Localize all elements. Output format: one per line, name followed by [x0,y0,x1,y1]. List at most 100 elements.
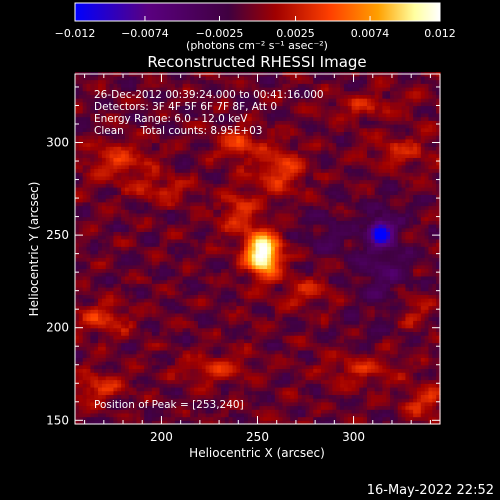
heatmap-cell [286,279,291,284]
heatmap-cell [263,405,268,410]
heatmap-cell [436,342,441,347]
heatmap-cell [355,368,360,373]
heatmap-cell [224,372,230,377]
heatmap-cell [159,309,164,314]
heatmap-cell [178,375,184,381]
heatmap-cell [186,383,191,388]
heatmap-cell [290,375,295,381]
heatmap-cell [182,394,188,399]
heatmap-cell [367,349,372,355]
heatmap-cell [117,279,122,284]
heatmap-cell [301,346,307,351]
heatmap-cell [163,249,168,255]
heatmap-cell [436,335,441,340]
heatmap-cell [86,409,91,414]
heatmap-cell [305,286,310,292]
heatmap-cell [213,405,218,410]
heatmap-cell [305,398,310,403]
heatmap-cell [432,420,437,425]
heatmap-cell [347,361,353,366]
heatmap-cell [382,257,387,262]
heatmap-cell [121,272,126,277]
heatmap-cell [320,401,326,407]
heatmap-cell [390,231,395,236]
heatmap-cell [182,401,188,407]
heatmap-cell [405,342,410,347]
heatmap-cell [144,405,149,410]
heatmap-cell [124,416,130,421]
heatmap-cell [105,420,111,425]
heatmap-cell [382,231,387,236]
heatmap-cell [148,398,153,403]
heatmap-cell [94,275,99,281]
heatmap-cell [113,357,118,362]
heatmap-cell [397,235,403,240]
heatmap-cell [428,316,433,321]
heatmap-cell [182,353,188,358]
heatmap-cell [263,401,268,407]
heatmap-cell [393,342,399,347]
heatmap-cell [340,338,345,344]
heatmap-cell [178,383,184,388]
heatmap-cell [132,246,138,251]
heatmap-cell [75,257,80,262]
heatmap-cell [151,275,157,281]
heatmap-cell [424,327,430,332]
heatmap-cell [190,368,195,373]
heatmap-cell [221,335,226,340]
heatmap-cell [255,353,261,358]
heatmap-cell [101,412,107,418]
heatmap-cell [390,412,395,418]
heatmap-cell [393,353,399,358]
heatmap-cell [413,246,418,251]
heatmap-cell [367,383,372,388]
heatmap-cell [221,283,226,288]
heatmap-cell [124,290,130,295]
heatmap-cell [416,335,422,340]
heatmap-cell [382,309,387,314]
heatmap-cell [117,390,122,395]
heatmap-cell [240,312,245,318]
heatmap-cell [247,412,253,418]
heatmap-cell [255,275,261,281]
heatmap-cell [240,242,245,247]
heatmap-cell [90,268,95,273]
heatmap-cell [236,268,241,273]
heatmap-cell [101,253,107,258]
heatmap-cell [401,286,407,292]
heatmap-cell [436,349,441,355]
heatmap-cell [159,390,164,395]
heatmap-cell [94,361,99,366]
heatmap-cell [194,409,199,414]
heatmap-cell [240,394,245,399]
heatmap-cell [144,301,149,307]
heatmap-cell [224,301,230,307]
heatmap-cell [313,349,318,355]
heatmap-cell [244,349,249,355]
heatmap-cell [205,242,211,247]
heatmap-cell [305,324,310,329]
heatmap-cell [309,327,314,332]
heatmap-cell [390,401,395,407]
heatmap-cell [201,412,207,418]
heatmap-cell [197,298,203,303]
heatmap-cell [109,383,115,388]
heatmap-cell [117,312,122,318]
heatmap-cell [132,357,138,362]
heatmap-cell [436,331,441,336]
heatmap-cell [390,242,395,247]
heatmap-cell [297,298,303,303]
heatmap-cell [405,368,410,373]
heatmap-cell [124,242,130,247]
heatmap-cell [343,305,349,310]
heatmap-cell [424,409,430,414]
heatmap-cell [151,383,157,388]
heatmap-cell [136,238,141,244]
heatmap-cell [228,327,234,332]
heatmap-cell [240,316,245,321]
heatmap-cell [163,349,168,355]
heatmap-cell [251,409,257,414]
heatmap-cell [340,320,345,325]
heatmap-cell [343,390,349,395]
heatmap-cell [151,283,157,288]
